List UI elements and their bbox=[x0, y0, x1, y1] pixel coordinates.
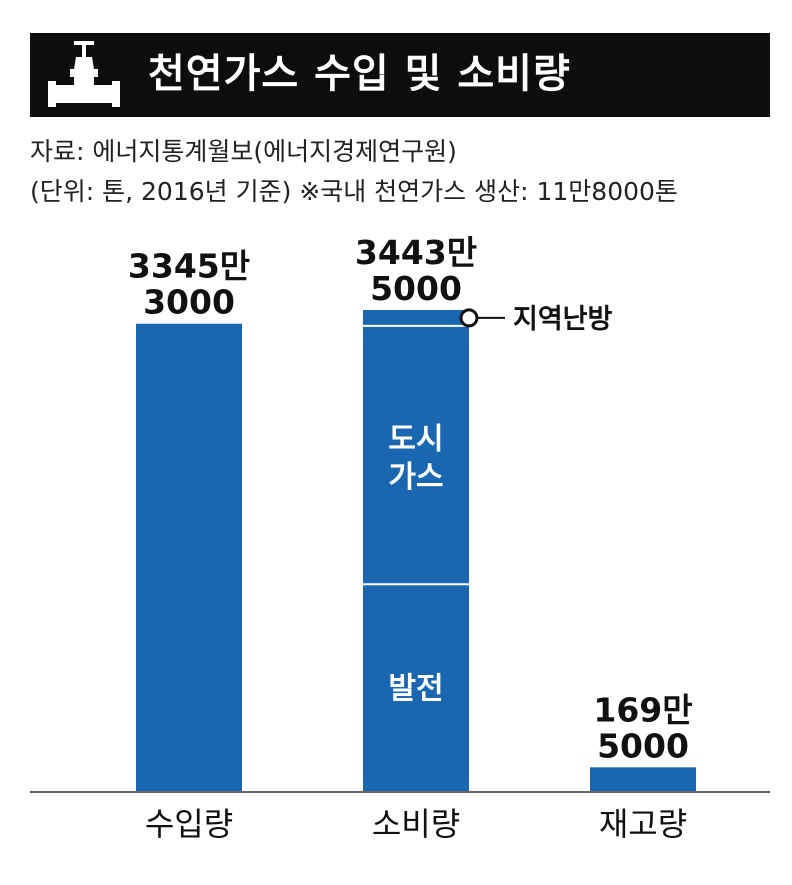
value-label-2-line1: 3443만 bbox=[355, 233, 477, 272]
bar-1 bbox=[136, 323, 242, 791]
value-label-2-line2: 5000 bbox=[370, 269, 462, 308]
value-label-3-line1: 169만 bbox=[593, 690, 692, 729]
segment-label-2-line1: 도시 bbox=[388, 422, 443, 457]
category-label-3: 재고량 bbox=[599, 805, 687, 843]
category-label-1: 수입량 bbox=[145, 805, 233, 843]
title-bar: 천연가스 수입 및 소비량 bbox=[30, 33, 770, 117]
callout-marker bbox=[459, 308, 479, 328]
segment-label-3: 지역난방 bbox=[513, 304, 613, 335]
unit-note: (단위: 톤, 2016년 기준) ※국내 천연가스 생산: 11만8000톤 bbox=[30, 177, 678, 206]
bar-3 bbox=[590, 767, 696, 791]
segment-label-2-line2: 가스 bbox=[388, 460, 443, 495]
chart-title: 천연가스 수입 및 소비량 bbox=[148, 51, 571, 97]
source-note: 자료: 에너지통계월보(에너지경제연구원) bbox=[30, 137, 457, 166]
value-label-1-line2: 3000 bbox=[143, 283, 235, 322]
valve-icon bbox=[48, 41, 120, 107]
bar-2 bbox=[363, 310, 469, 791]
segment-label-1: 발전 bbox=[388, 672, 443, 707]
value-label-3-line2: 5000 bbox=[597, 726, 689, 765]
category-label-2: 소비량 bbox=[372, 805, 460, 843]
value-label-1-line1: 3345만 bbox=[128, 247, 250, 286]
